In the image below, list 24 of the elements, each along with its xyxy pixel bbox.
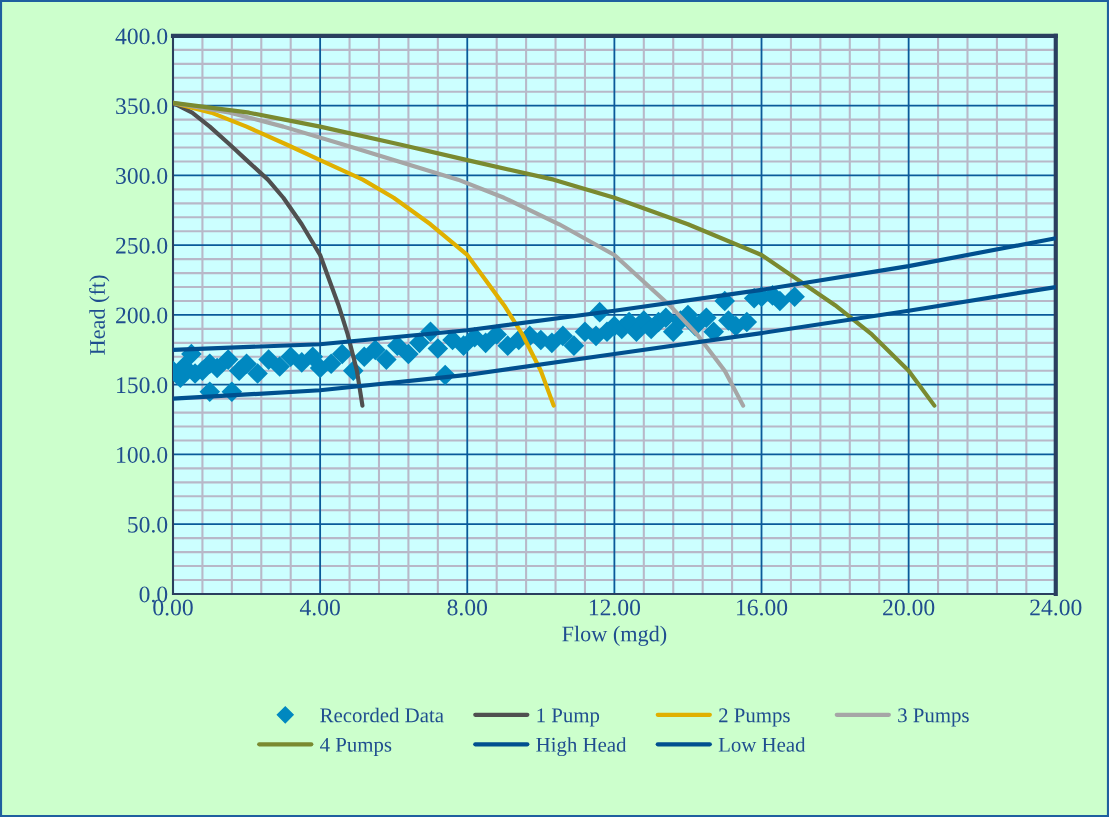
y-tick-label: 250.0 xyxy=(116,237,168,254)
x-tick-label: 4.00 xyxy=(299,599,340,616)
y-axis-title: Head (ft) xyxy=(89,275,110,355)
x-axis-title: Flow (mgd) xyxy=(562,625,667,646)
y-tick-label: 200.0 xyxy=(116,307,168,324)
x-tick-label: 24.00 xyxy=(1030,599,1082,616)
y-tick-label: 100.0 xyxy=(117,446,168,463)
legend-label: 3 Pumps xyxy=(898,708,969,727)
legend-label: 4 Pumps xyxy=(320,737,392,757)
legend-label: High Head xyxy=(536,737,627,757)
y-tick-label: 350.0 xyxy=(116,98,168,115)
legend-label: 1 Pump xyxy=(537,708,600,727)
x-tick-label: 8.00 xyxy=(447,599,488,616)
legend-label: Recorded Data xyxy=(320,707,444,723)
y-tick-label: 50.0 xyxy=(128,516,168,533)
y-tick-label: 400.0 xyxy=(115,28,168,45)
x-tick-label: 20.00 xyxy=(883,599,935,616)
y-tick-label: 150.0 xyxy=(117,377,168,394)
line-series xyxy=(173,100,937,408)
legend-label: Low Head xyxy=(718,737,806,752)
x-tick-label: 16.00 xyxy=(737,599,788,616)
y-tick-label: 300.0 xyxy=(116,167,168,184)
x-tick-label: 12.00 xyxy=(589,599,641,616)
legend-label: 2 Pumps xyxy=(719,708,790,727)
